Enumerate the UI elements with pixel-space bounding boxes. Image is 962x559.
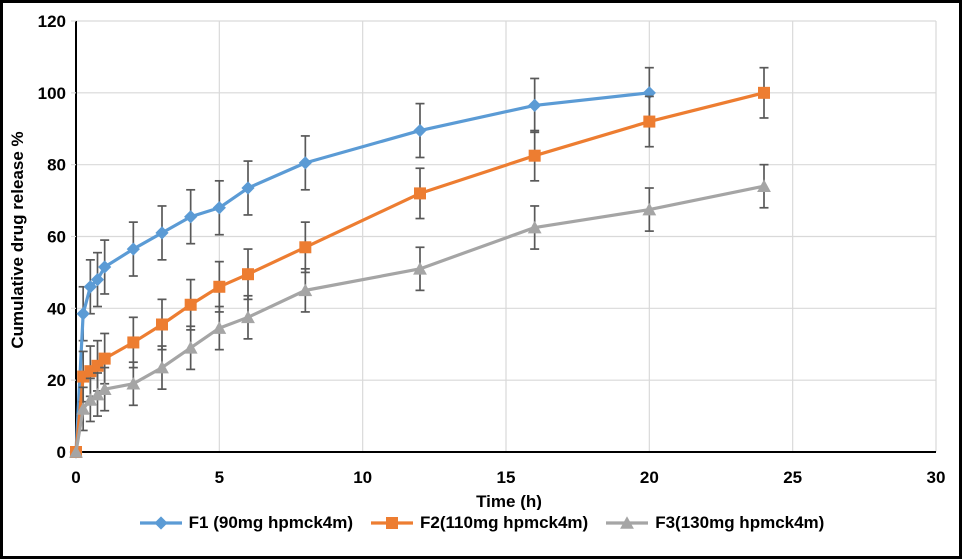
legend-marker-f3 xyxy=(606,516,649,529)
y-tick-label: 0 xyxy=(57,443,66,462)
legend-item-f3: F3(130mg hpmck4m) xyxy=(604,513,824,533)
square-marker xyxy=(643,115,656,128)
diamond-marker xyxy=(413,123,427,138)
square-marker xyxy=(98,352,111,365)
square-marker xyxy=(299,241,312,254)
x-tick-label: 10 xyxy=(353,468,372,487)
x-tick-label: 0 xyxy=(71,468,80,487)
y-tick-label: 60 xyxy=(47,228,66,247)
triangle-marker xyxy=(97,382,112,395)
diamond-marker xyxy=(98,260,112,274)
triangle-marker xyxy=(76,402,91,415)
legend-marker-f1 xyxy=(139,516,182,530)
triangle-marker xyxy=(69,445,83,458)
triangle-marker xyxy=(212,321,227,334)
diamond-marker xyxy=(241,181,255,195)
square-marker xyxy=(414,187,426,200)
triangle-marker xyxy=(413,262,427,275)
legend-label-f3: F3(130mg hpmck4m) xyxy=(655,513,825,532)
series-3 xyxy=(69,163,771,458)
triangle-marker xyxy=(83,393,98,406)
axis-layer: 0 20 40 60 80 100 120 0 5 10 15 20 25 30 xyxy=(38,12,946,487)
diamond-marker xyxy=(126,242,140,256)
triangle-marker xyxy=(757,179,771,193)
x-tick-label: 5 xyxy=(215,468,224,487)
square-marker xyxy=(242,268,254,281)
chart-legend: F1 (90mg hpmck4m) F2(110mg hpmck4m) F3(130… xyxy=(3,513,959,533)
y-tick-label: 120 xyxy=(38,12,66,31)
square-marker xyxy=(528,149,541,162)
diamond-marker xyxy=(528,98,542,113)
legend-label-f2: F2(110mg hpmck4m) xyxy=(420,513,589,532)
triangle-marker xyxy=(298,283,313,297)
x-tick-label: 30 xyxy=(927,468,946,487)
y-tick-label: 20 xyxy=(47,371,66,390)
triangle-marker xyxy=(642,202,657,216)
chart-canvas: 0 20 40 60 80 100 120 0 5 10 15 20 25 30 Cumulative d… xyxy=(8,12,946,511)
legend-label-f1: F1 (90mg hpmck4m) xyxy=(188,513,354,532)
square-marker xyxy=(156,318,168,331)
triangle-marker xyxy=(527,220,542,234)
square-marker xyxy=(758,86,770,99)
legend-marker-f2 xyxy=(371,517,414,529)
x-tick-label: 25 xyxy=(783,468,802,487)
triangle-marker xyxy=(241,310,255,324)
triangle-marker xyxy=(90,387,105,401)
series-2 xyxy=(70,66,770,458)
series-line xyxy=(74,184,766,454)
square-marker xyxy=(184,298,197,311)
diamond-marker xyxy=(184,210,198,224)
series-layer xyxy=(69,66,771,459)
y-tick-label: 100 xyxy=(38,84,66,103)
square-marker xyxy=(127,336,140,349)
legend-item-f1: F1 (90mg hpmck4m) xyxy=(138,513,353,533)
triangle-marker xyxy=(155,360,169,374)
square-marker xyxy=(213,280,226,293)
diamond-marker xyxy=(83,280,97,294)
series-1 xyxy=(69,66,656,459)
triangle-marker xyxy=(126,376,141,390)
x-axis-title: Time (h) xyxy=(476,492,542,510)
diamond-marker xyxy=(212,201,226,215)
y-axis-title: Cumulative drug release % xyxy=(8,131,27,348)
y-tick-label: 40 xyxy=(47,299,66,318)
diamond-marker xyxy=(155,226,169,240)
legend-item-f2: F2(110mg hpmck4m) xyxy=(369,513,588,533)
y-tick-label: 80 xyxy=(47,156,66,175)
x-tick-label: 20 xyxy=(640,468,659,487)
diamond-marker xyxy=(90,273,105,287)
diamond-marker xyxy=(76,307,90,321)
diamond-marker xyxy=(298,156,312,170)
triangle-marker xyxy=(183,341,198,354)
x-tick-label: 15 xyxy=(497,468,516,487)
